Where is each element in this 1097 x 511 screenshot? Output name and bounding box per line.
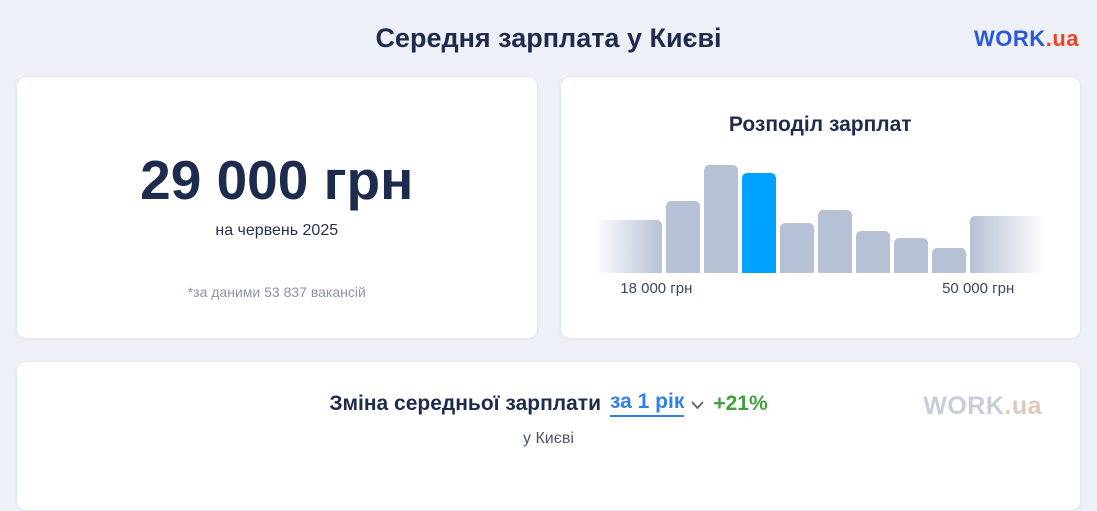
workua-logo-work: WORK [974, 26, 1046, 51]
salary-change-card: Зміна середньої зарплати за 1 рік +21% у… [16, 361, 1081, 511]
change-title-text: Зміна середньої зарплати [329, 391, 601, 415]
histogram-bar [932, 248, 967, 273]
chevron-down-icon[interactable] [691, 401, 704, 410]
salary-histogram [594, 161, 1047, 273]
cards-row: 29 000 грн на червень 2025 *за даними 53… [16, 76, 1081, 339]
period-selector-link[interactable]: за 1 рік [609, 390, 685, 417]
average-salary-value: 29 000 грн [140, 149, 414, 211]
histogram-bar-highlighted [742, 173, 777, 273]
axis-tick-right: 50 000 грн [942, 280, 1015, 297]
header: Середня зарплата у Києві WORK.ua [16, 0, 1081, 76]
histogram-bar [666, 201, 701, 273]
workua-watermark-ua: .ua [1004, 392, 1042, 420]
histogram-bar [594, 220, 663, 273]
histogram-bar [856, 231, 891, 273]
vacancies-note: *за даними 53 837 вакансій [187, 284, 366, 300]
workua-logo-ua: .ua [1045, 26, 1079, 51]
salary-distribution-card: Розподіл зарплат 18 000 грн 50 000 грн [559, 76, 1081, 339]
workua-watermark-work: WORK [923, 392, 1005, 420]
histogram-bar [894, 238, 929, 273]
page-title: Середня зарплата у Києві [375, 22, 722, 53]
workua-logo[interactable]: WORK.ua [974, 26, 1079, 52]
salary-period-label: на червень 2025 [215, 222, 339, 239]
salary-change-title: Зміна середньої зарплати за 1 рік +21% [329, 390, 768, 417]
histogram-bar [970, 216, 1047, 273]
average-salary-card: 29 000 грн на червень 2025 *за даними 53… [16, 76, 538, 339]
histogram-axis-labels: 18 000 грн 50 000 грн [594, 273, 1046, 297]
city-label: у Києві [523, 430, 574, 447]
change-percent-badge: +21% [713, 391, 768, 415]
histogram-bar [780, 223, 815, 273]
workua-watermark: WORK.ua [923, 392, 1042, 421]
axis-tick-left: 18 000 грн [620, 280, 693, 297]
chart-title: Розподіл зарплат [728, 113, 912, 136]
histogram-bar [818, 210, 853, 273]
histogram-bar [704, 165, 739, 273]
